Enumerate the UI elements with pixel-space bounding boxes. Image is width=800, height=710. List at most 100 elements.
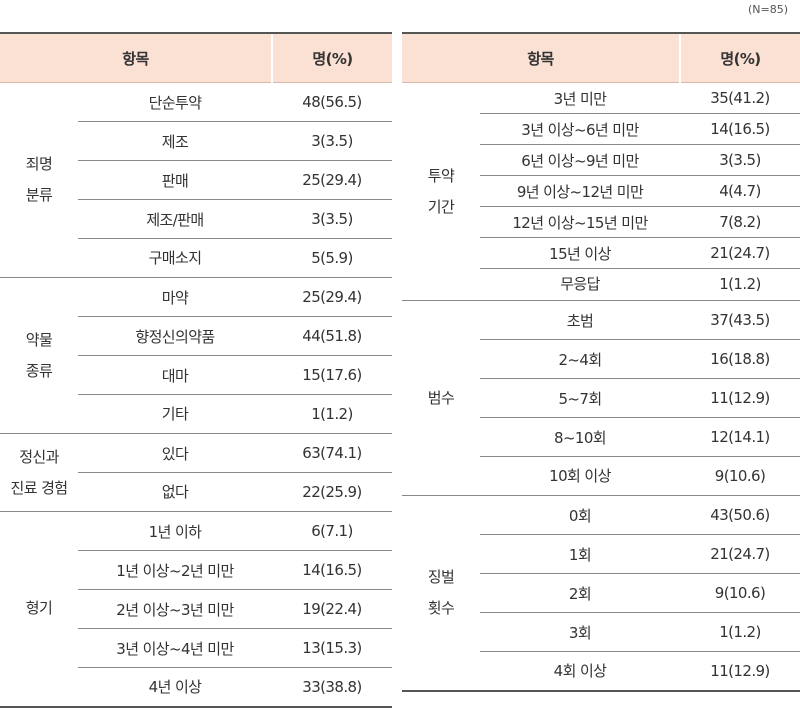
table-row: 3회 1(1.2) [402, 612, 800, 652]
group-label-line: 분류 [25, 186, 53, 204]
item-cell: 구매소지 [78, 238, 272, 278]
count-cell: 35(41.2) [680, 82, 800, 114]
item-cell: 1년 이하 [78, 511, 272, 551]
item-cell: 3년 이상~6년 미만 [480, 113, 680, 145]
table-row: 10회 이상 9(10.6) [402, 456, 800, 496]
table-row: 무응답 1(1.2) [402, 268, 800, 301]
count-cell: 3(3.5) [272, 199, 392, 239]
group-label-line: 약물 [25, 330, 53, 349]
table-row: 투약 기간 3년 미만 35(41.2) [402, 82, 800, 301]
header-count: 명(%) [679, 32, 800, 83]
group-label-line: 종류 [25, 361, 53, 380]
count-cell: 21(24.7) [680, 237, 800, 269]
count-cell: 13(15.3) [272, 628, 392, 668]
table-row: 4회 이상 11(12.9) [402, 651, 800, 692]
count-cell: 5(5.9) [272, 238, 392, 278]
table-row: 없다 22(25.9) [0, 472, 392, 512]
item-cell: 6년 이상~9년 미만 [480, 144, 680, 176]
right-stat-table: 항목 명(%) 투약 기간 3년 미만 35(41.2) 3년 이상~6년 미만 14(1… [402, 32, 800, 692]
table-row: 대마 15(17.6) [0, 355, 392, 395]
item-cell: 0회 [480, 495, 680, 535]
item-cell: 마약 [78, 277, 272, 317]
table-row: 5~7회 11(12.9) [402, 378, 800, 418]
item-cell: 1회 [480, 534, 680, 574]
table-row: 4년 이상 33(38.8) [0, 667, 392, 708]
count-cell: 22(25.9) [272, 472, 392, 512]
count-cell: 3(3.5) [272, 121, 392, 161]
header-count: 명(%) [271, 32, 392, 83]
group-label: 범수 [402, 300, 480, 496]
item-cell: 12년 이상~15년 미만 [480, 206, 680, 238]
table-row: 제조 3(3.5) [0, 121, 392, 161]
item-cell: 5~7회 [480, 378, 680, 418]
count-cell: 21(24.7) [680, 534, 800, 574]
group-label: 징벌 횟수 [402, 495, 480, 692]
item-cell: 기타 [78, 394, 272, 434]
table-row: 2년 이상~3년 미만 19(22.4) [0, 589, 392, 629]
count-cell: 11(12.9) [680, 651, 800, 692]
item-cell: 무응답 [480, 268, 680, 301]
header-item: 항목 [402, 32, 680, 83]
count-cell: 9(10.6) [680, 456, 800, 496]
item-cell: 10회 이상 [480, 456, 680, 496]
table-row: 1년 이상~2년 미만 14(16.5) [0, 550, 392, 590]
count-cell: 1(1.2) [680, 612, 800, 652]
item-cell: 3년 미만 [480, 82, 680, 114]
count-cell: 63(74.1) [272, 433, 392, 473]
count-cell: 7(8.2) [680, 206, 800, 238]
group-label-line: 진료 경험 [10, 478, 69, 497]
table-row: 제조/판매 3(3.5) [0, 199, 392, 239]
table-row: 9년 이상~12년 미만 4(4.7) [402, 175, 800, 207]
count-cell: 12(14.1) [680, 417, 800, 457]
table-row: 15년 이상 21(24.7) [402, 237, 800, 269]
count-cell: 48(56.5) [272, 82, 392, 122]
item-cell: 있다 [78, 433, 272, 473]
count-cell: 6(7.1) [272, 511, 392, 551]
count-cell: 19(22.4) [272, 589, 392, 629]
group-label-line: 투약 [427, 166, 455, 185]
count-cell: 9(10.6) [680, 573, 800, 613]
count-cell: 4(4.7) [680, 175, 800, 207]
sample-size-note: (N=85) [747, 3, 788, 16]
count-cell: 11(12.9) [680, 378, 800, 418]
table-row: 3년 이상~6년 미만 14(16.5) [402, 113, 800, 145]
item-cell: 초범 [480, 300, 680, 340]
item-cell: 판매 [78, 160, 272, 200]
table-row: 12년 이상~15년 미만 7(8.2) [402, 206, 800, 238]
table-row: 2~4회 16(18.8) [402, 339, 800, 379]
count-cell: 15(17.6) [272, 355, 392, 395]
item-cell: 없다 [78, 472, 272, 512]
table-row: 6년 이상~9년 미만 3(3.5) [402, 144, 800, 176]
count-cell: 43(50.6) [680, 495, 800, 535]
count-cell: 37(43.5) [680, 300, 800, 340]
table-row: 판매 25(29.4) [0, 160, 392, 200]
table-row: 1회 21(24.7) [402, 534, 800, 574]
item-cell: 4회 이상 [480, 651, 680, 692]
count-cell: 44(51.8) [272, 316, 392, 356]
item-cell: 1년 이상~2년 미만 [78, 550, 272, 590]
table-row: 정신과 진료 경험 있다 63(74.1) [0, 433, 392, 512]
table-row: 2회 9(10.6) [402, 573, 800, 613]
count-cell: 1(1.2) [272, 394, 392, 434]
header-item: 항목 [0, 32, 272, 83]
table-row: 약물 종류 마약 25(29.4) [0, 277, 392, 434]
item-cell: 단순투약 [78, 82, 272, 122]
count-cell: 16(18.8) [680, 339, 800, 379]
table-row: 기타 1(1.2) [0, 394, 392, 434]
item-cell: 2회 [480, 573, 680, 613]
count-cell: 1(1.2) [680, 268, 800, 301]
item-cell: 15년 이상 [480, 237, 680, 269]
table-row: 형기 1년 이하 6(7.1) [0, 511, 392, 708]
item-cell: 4년 이상 [78, 667, 272, 708]
item-cell: 9년 이상~12년 미만 [480, 175, 680, 207]
group-label-line: 범수 [427, 388, 455, 407]
count-cell: 14(16.5) [272, 550, 392, 590]
table-row: 구매소지 5(5.9) [0, 238, 392, 278]
item-cell: 3회 [480, 612, 680, 652]
group-label-line: 정신과 [19, 447, 59, 466]
table-row: 죄명 분류 단순투약 48(56.5) [0, 82, 392, 278]
item-cell: 제조 [78, 121, 272, 161]
group-label-line: 횟수 [427, 598, 455, 617]
